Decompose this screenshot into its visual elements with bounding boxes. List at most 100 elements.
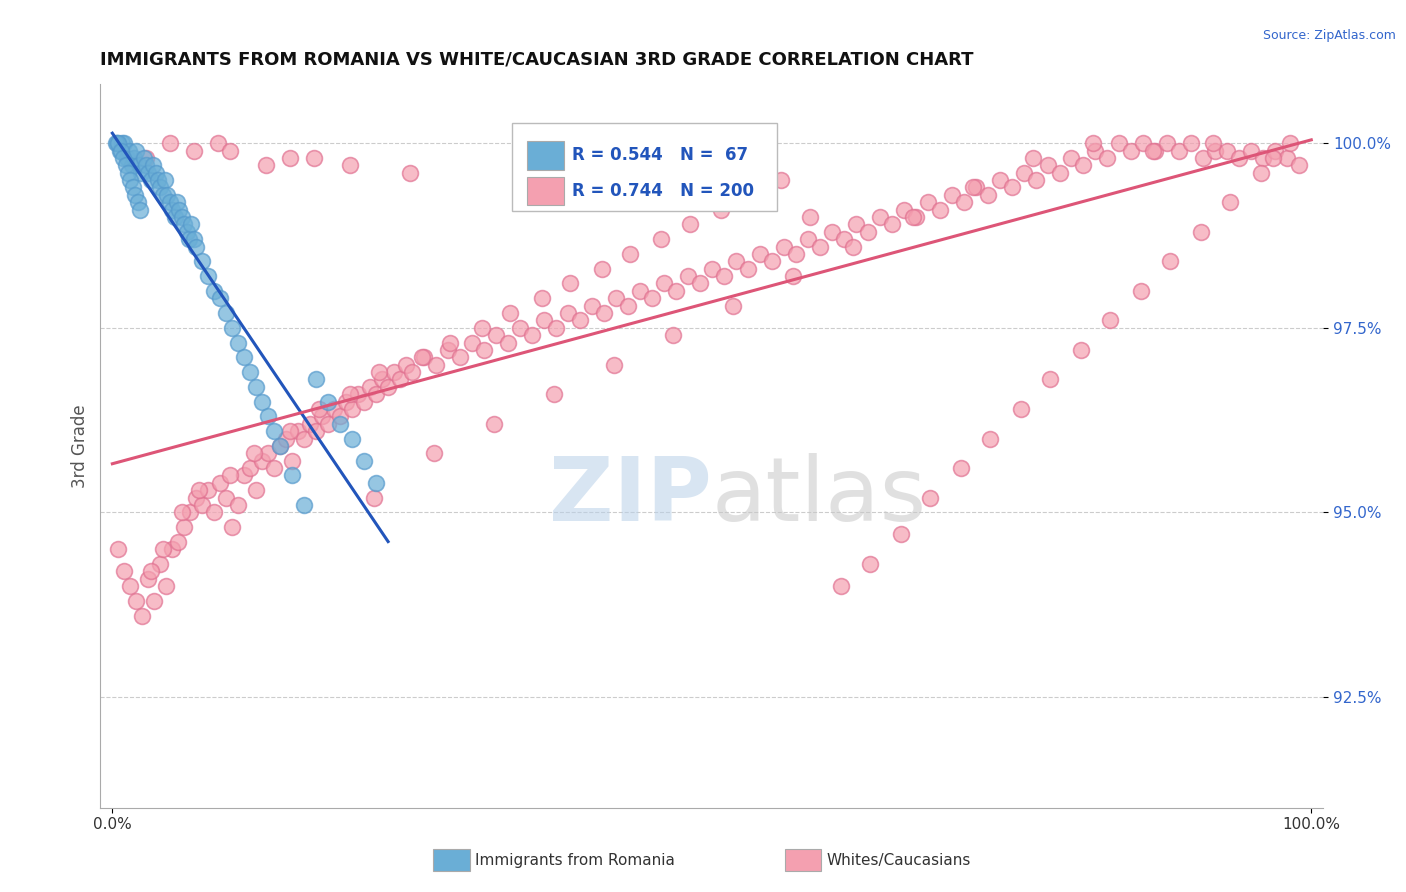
Point	[662, 328, 685, 343]
Point	[339, 158, 361, 172]
Point	[544, 320, 567, 334]
Point	[186, 239, 208, 253]
Point	[650, 232, 672, 246]
Point	[557, 306, 579, 320]
Point	[135, 158, 157, 172]
Point	[366, 475, 388, 490]
Point	[449, 351, 471, 365]
Point	[363, 491, 385, 505]
Point	[1000, 180, 1022, 194]
Point	[845, 218, 868, 232]
Point	[422, 446, 444, 460]
Point	[893, 202, 915, 217]
Point	[159, 195, 181, 210]
Point	[485, 328, 508, 343]
Point	[1159, 254, 1181, 268]
Point	[221, 320, 243, 334]
Point	[209, 475, 232, 490]
Point	[173, 520, 195, 534]
Text: Whites/Caucasians: Whites/Caucasians	[827, 854, 972, 868]
Point	[1144, 144, 1167, 158]
Point	[340, 432, 363, 446]
Point	[628, 284, 651, 298]
Point	[139, 173, 162, 187]
Point	[152, 542, 174, 557]
Point	[281, 453, 304, 467]
Point	[128, 158, 150, 172]
Point	[117, 166, 139, 180]
Point	[772, 239, 794, 253]
Point	[903, 210, 925, 224]
Point	[243, 446, 266, 460]
Point	[962, 180, 984, 194]
Point	[619, 247, 641, 261]
Point	[928, 202, 950, 217]
Point	[1121, 144, 1143, 158]
Point	[292, 498, 315, 512]
Point	[1130, 284, 1153, 298]
Point	[437, 343, 460, 357]
Point	[215, 491, 238, 505]
Point	[641, 291, 664, 305]
Point	[382, 365, 405, 379]
Point	[183, 144, 205, 158]
Point	[1070, 343, 1092, 357]
Point	[311, 409, 333, 424]
Point	[139, 565, 162, 579]
Point	[329, 417, 352, 431]
Point	[713, 269, 735, 284]
Point	[581, 299, 603, 313]
Point	[1098, 313, 1121, 327]
Point	[177, 232, 200, 246]
Point	[652, 277, 675, 291]
Point	[245, 483, 267, 498]
Point	[593, 306, 616, 320]
Point	[170, 505, 193, 519]
Point	[591, 261, 613, 276]
Point	[1219, 195, 1241, 210]
Point	[302, 151, 325, 165]
Point	[207, 136, 229, 151]
Point	[269, 439, 291, 453]
Point	[323, 402, 346, 417]
Point	[149, 557, 172, 571]
Point	[605, 291, 627, 305]
Point	[560, 277, 582, 291]
Point	[149, 180, 172, 194]
Point	[167, 534, 190, 549]
Point	[221, 520, 243, 534]
Point	[377, 380, 399, 394]
Point	[499, 306, 522, 320]
Point	[155, 579, 177, 593]
Point	[176, 225, 198, 239]
Point	[308, 402, 330, 417]
Point	[120, 579, 142, 593]
Point	[785, 247, 807, 261]
Point	[245, 380, 267, 394]
Point	[118, 144, 141, 158]
Point	[890, 527, 912, 541]
Point	[496, 335, 519, 350]
Point	[170, 210, 193, 224]
Point	[335, 394, 357, 409]
Point	[1049, 166, 1071, 180]
Text: atlas: atlas	[711, 453, 927, 540]
Point	[1073, 158, 1095, 172]
Point	[1264, 144, 1286, 158]
Point	[239, 461, 262, 475]
Point	[918, 491, 941, 505]
Point	[276, 432, 298, 446]
Point	[1025, 173, 1047, 187]
Point	[353, 453, 375, 467]
Point	[202, 505, 225, 519]
Point	[299, 417, 322, 431]
Point	[1039, 372, 1062, 386]
Point	[257, 409, 280, 424]
Point	[533, 313, 555, 327]
Point	[1081, 136, 1104, 151]
Point	[120, 173, 142, 187]
Point	[132, 151, 155, 165]
Point	[233, 468, 256, 483]
Point	[740, 187, 762, 202]
Point	[292, 432, 315, 446]
